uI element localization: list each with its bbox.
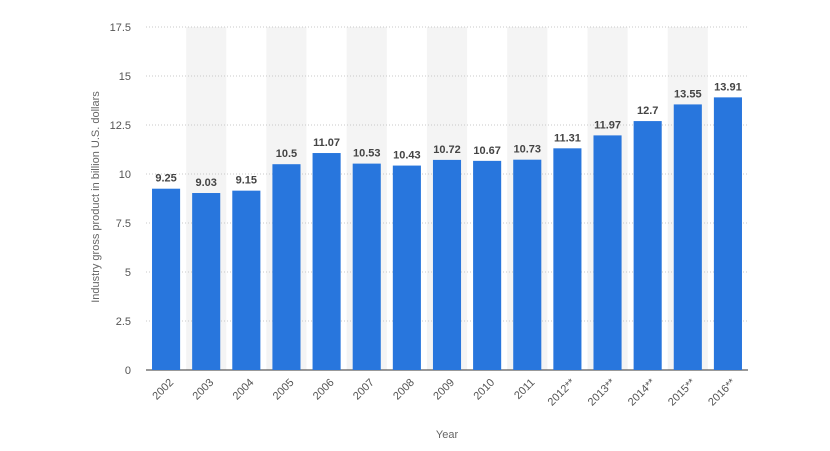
y-axis-ticks: 0 2.5 5 7.5 10 12.5 15 17.5 xyxy=(110,22,131,377)
data-label: 10.5 xyxy=(276,148,297,160)
x-tick-label: 2015** xyxy=(666,376,698,408)
data-label: 9.15 xyxy=(236,175,257,187)
bar[interactable] xyxy=(513,159,542,370)
y-tick-label: 12.5 xyxy=(110,120,131,132)
x-tick-label: 2014** xyxy=(626,376,658,408)
data-label: 10.72 xyxy=(433,144,461,156)
x-tick-label: 2013** xyxy=(586,376,618,408)
bar[interactable] xyxy=(432,159,462,370)
y-tick-label: 0 xyxy=(125,365,131,377)
bars xyxy=(152,97,742,371)
y-axis-title: Industry gross product in billion U.S. d… xyxy=(90,91,102,303)
y-tick-label: 10 xyxy=(119,169,131,181)
bar[interactable] xyxy=(713,97,742,370)
x-tick-label: 2012** xyxy=(546,376,578,408)
x-axis-ticks: 2002 2003 2004 2005 2006 2007 2008 2009 2010 2011… xyxy=(150,376,738,408)
x-tick-label: 2011 xyxy=(512,377,537,402)
y-tick-label: 5 xyxy=(125,267,131,279)
data-labels: 9.25 9.03 9.15 10.5 11.07 10.53 10.43 10.72 10.6… xyxy=(155,81,741,189)
data-label: 10.73 xyxy=(514,144,542,156)
y-tick-label: 2.5 xyxy=(116,316,131,328)
data-label: 10.43 xyxy=(393,150,421,162)
bar[interactable] xyxy=(633,121,662,370)
x-tick-label: 2016** xyxy=(706,376,738,408)
x-axis-title: Year xyxy=(436,429,459,441)
bar[interactable] xyxy=(312,153,341,370)
x-tick-label: 2010 xyxy=(471,377,497,403)
data-label: 9.25 xyxy=(155,173,176,185)
x-tick-label: 2003 xyxy=(191,377,217,403)
bar[interactable] xyxy=(152,188,181,370)
x-tick-label: 2002 xyxy=(150,377,176,403)
x-tick-label: 2008 xyxy=(391,377,417,403)
data-label: 11.31 xyxy=(554,132,581,144)
data-label: 9.03 xyxy=(195,177,216,189)
bar[interactable] xyxy=(593,135,622,370)
y-tick-label: 7.5 xyxy=(116,218,131,230)
bar[interactable] xyxy=(352,163,381,370)
bar[interactable] xyxy=(392,165,421,370)
bar[interactable] xyxy=(673,104,702,371)
data-label: 13.91 xyxy=(714,81,742,93)
data-label: 11.07 xyxy=(313,137,340,149)
bar[interactable] xyxy=(553,148,582,370)
x-tick-label: 2004 xyxy=(231,377,257,403)
bar[interactable] xyxy=(272,164,301,370)
y-tick-label: 15 xyxy=(119,71,131,83)
x-tick-label: 2007 xyxy=(351,377,377,403)
data-label: 13.55 xyxy=(674,88,702,100)
data-label: 10.67 xyxy=(473,145,501,157)
bar[interactable] xyxy=(473,160,502,370)
data-label: 11.97 xyxy=(594,119,621,131)
x-tick-label: 2005 xyxy=(271,377,297,403)
bar[interactable] xyxy=(192,193,221,370)
x-tick-label: 2006 xyxy=(311,377,337,403)
y-tick-label: 17.5 xyxy=(110,22,131,34)
data-label: 12.7 xyxy=(637,105,658,117)
data-label: 10.53 xyxy=(353,148,381,160)
bar[interactable] xyxy=(232,190,261,370)
x-tick-label: 2009 xyxy=(431,377,457,403)
